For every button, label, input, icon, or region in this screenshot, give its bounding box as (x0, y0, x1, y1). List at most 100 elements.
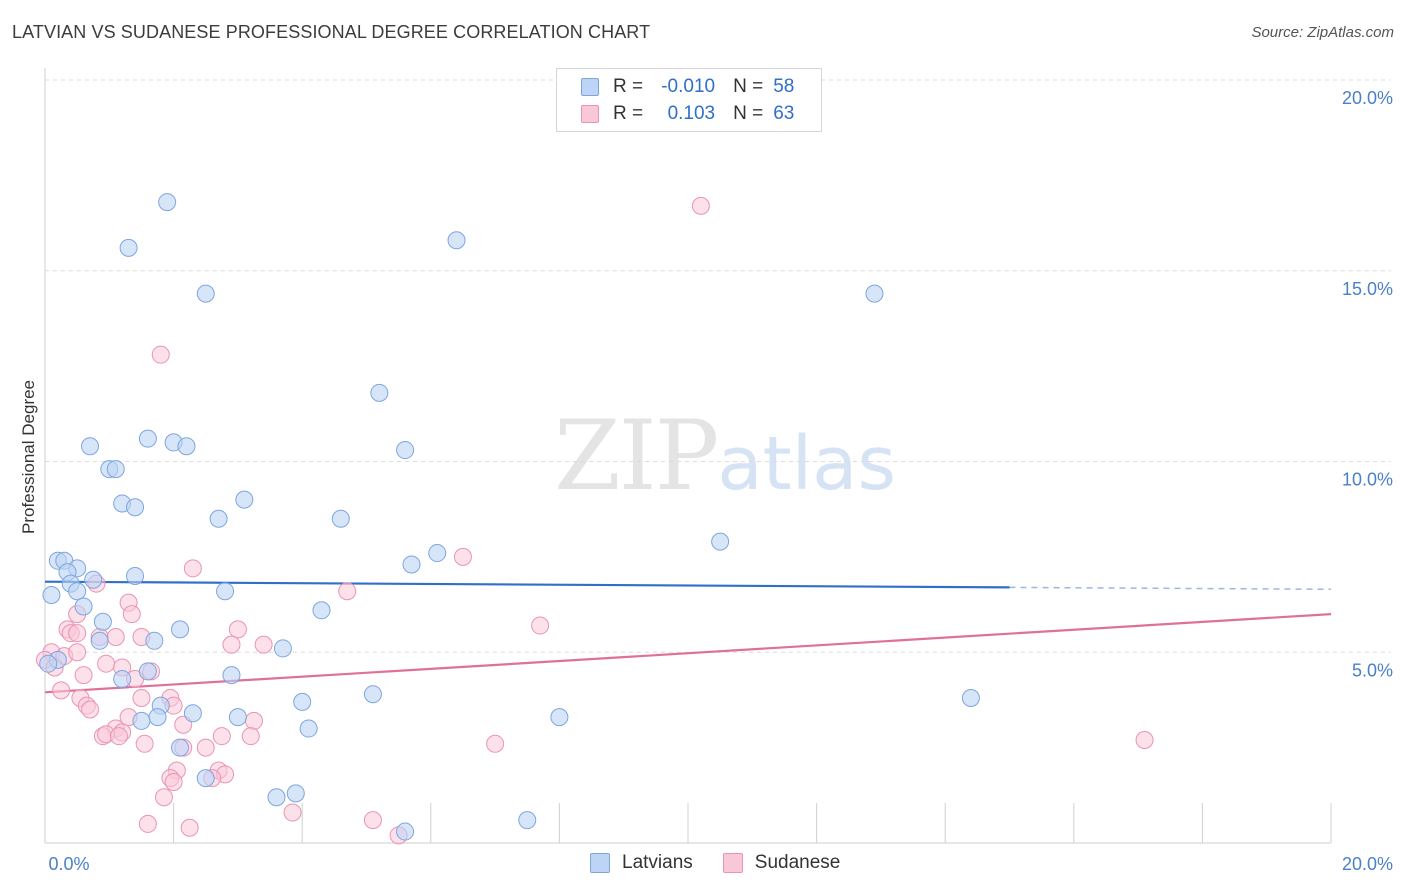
y-axis-label: Professional Degree (19, 380, 38, 534)
sudanese-point (74, 666, 93, 685)
n-value: 63 (773, 103, 795, 124)
sudanese-point (68, 643, 87, 662)
legend-item-sudanese[interactable]: Sudanese (722, 852, 841, 874)
sudanese-point (222, 635, 241, 654)
sudanese-legend-swatch (722, 853, 743, 873)
latvian-point (550, 708, 569, 727)
latvian-point (222, 666, 241, 685)
y-tick-label: 5.0% (1352, 660, 1393, 680)
latvian-point (196, 284, 215, 303)
sudanese-point (241, 727, 260, 746)
latvian-point (148, 708, 167, 727)
latvian-point (402, 555, 421, 574)
latvian-point (299, 719, 318, 738)
r-label: R = (613, 76, 644, 97)
watermark-zip: ZIP (554, 400, 719, 512)
legend-label-sudanese: Sudanese (754, 852, 841, 873)
latvian-point (267, 788, 286, 807)
sudanese-point (180, 818, 199, 837)
latvian-trend-extension (1009, 586, 1332, 591)
latvian-point (177, 437, 196, 456)
n-label: N = (733, 76, 764, 97)
sudanese-point (486, 734, 505, 753)
chart-title: LATVIAN VS SUDANESE PROFESSIONAL DEGREE … (12, 22, 651, 42)
latvian-point (428, 544, 447, 563)
grid-lines (45, 79, 1391, 653)
latvian-point (42, 586, 61, 605)
n-value: 58 (773, 76, 795, 97)
latvian-point (273, 639, 292, 658)
latvian-legend-swatch (590, 853, 610, 873)
latvian-point (865, 284, 884, 303)
sudanese-point (254, 635, 273, 654)
sudanese-point (138, 814, 157, 833)
latvian-point (81, 437, 100, 456)
latvian-point (370, 383, 389, 402)
latvian-point (106, 460, 125, 479)
sudanese-point (109, 727, 128, 746)
latvian-point (286, 784, 305, 803)
sudanese-point (453, 547, 472, 566)
latvian-point (711, 532, 730, 551)
latvian-point (235, 490, 254, 509)
latvian-point (74, 597, 93, 616)
n-label: N = (733, 103, 764, 124)
latvian-point (447, 231, 466, 250)
y-tick-label: 20.0% (1342, 88, 1393, 108)
trend-lines (44, 580, 1332, 694)
latvian-point (93, 612, 112, 631)
y-tick-label: 10.0% (1342, 470, 1393, 490)
sudanese-point (283, 803, 302, 822)
legend-item-latvians[interactable]: Latvians (590, 852, 693, 874)
latvian-point (961, 689, 980, 708)
latvian-point (126, 566, 145, 585)
latvian-point (396, 441, 415, 460)
latvian-point (84, 570, 103, 589)
latvian-point (126, 498, 145, 517)
latvian-point (312, 601, 331, 620)
latvian-point (518, 811, 537, 830)
latvian-point (363, 685, 382, 704)
latvian-point (90, 631, 109, 650)
sudanese-point (68, 624, 87, 643)
r-label: R = (613, 103, 644, 124)
sudanese-point (81, 700, 100, 719)
sudanese-point (122, 605, 141, 624)
series-legend: Latvians Sudanese (590, 852, 870, 874)
tick-labels: 5.0% 10.0% 15.0% 20.0% 0.0% 20.0% (48, 88, 1393, 874)
latvian-point (396, 822, 415, 841)
sudanese-point (363, 811, 382, 830)
sudanese-point (151, 345, 170, 364)
sudanese-swatch (581, 105, 599, 123)
axes (44, 68, 1332, 844)
latvian-point (293, 692, 312, 711)
watermark: ZIPatlas (554, 400, 896, 512)
sudanese-trend-line (44, 613, 1332, 694)
latvian-point (331, 509, 350, 528)
sudanese-point (1135, 730, 1154, 749)
sudanese-point (106, 627, 125, 646)
sudanese-point (531, 616, 550, 635)
latvian-points (39, 193, 980, 841)
latvian-point (68, 582, 87, 601)
sudanese-point (691, 196, 710, 215)
legend-row-latvians: R = -0.010 N = 58 (581, 74, 801, 100)
stats-legend: R = -0.010 N = 58 R = 0.103 N = 63 (556, 68, 822, 132)
x-tick-label: 20.0% (1342, 854, 1393, 874)
sudanese-point (52, 681, 71, 700)
legend-row-sudanese: R = 0.103 N = 63 (581, 101, 801, 127)
source-label: Source: ZipAtlas.com (1251, 24, 1394, 41)
r-value: -0.010 (661, 76, 716, 97)
sudanese-point (212, 727, 231, 746)
latvian-swatch (581, 78, 599, 96)
r-value: 0.103 (667, 103, 716, 124)
latvian-point (158, 193, 177, 212)
latvian-point (228, 708, 247, 727)
sudanese-point (97, 654, 116, 673)
latvian-point (196, 769, 215, 788)
latvian-point (138, 662, 157, 681)
x-tick-label: 0.0% (48, 854, 89, 874)
latvian-point (216, 582, 235, 601)
latvian-point (39, 654, 58, 673)
